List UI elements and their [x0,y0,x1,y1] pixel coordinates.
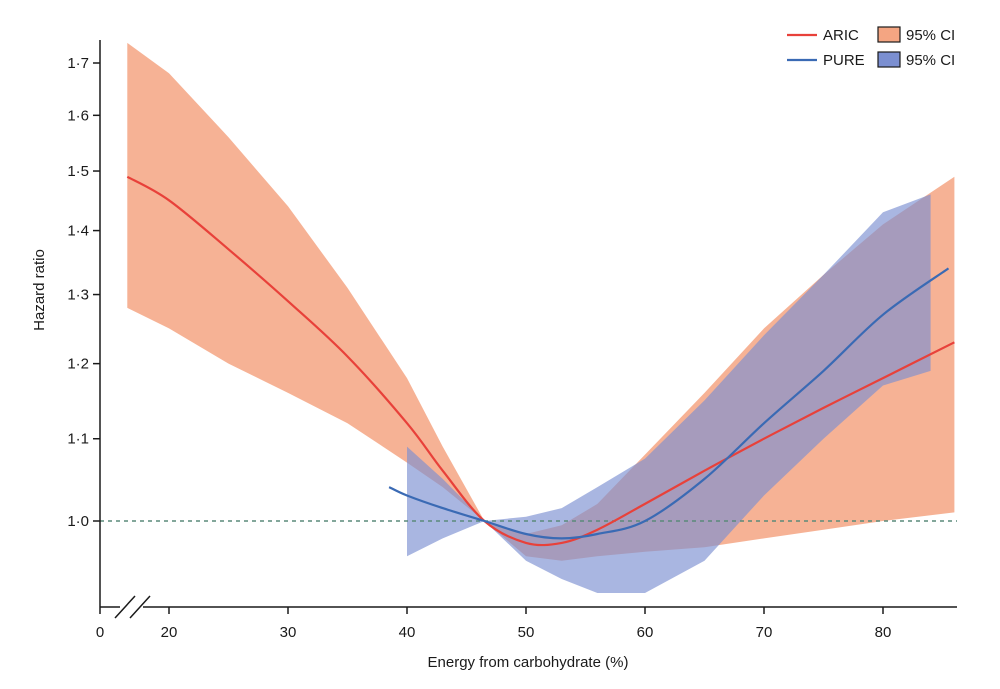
x-tick-label: 30 [280,624,297,641]
y-tick-label: 1·1 [67,431,89,448]
x-tick-label: 20 [161,624,178,641]
legend-swatch-pure-ci [877,51,901,68]
x-tick-label: 80 [875,624,892,641]
legend-label-aric-ci: 95% CI [906,27,955,44]
legend-label-pure-ci: 95% CI [906,52,955,69]
x-tick-label: 70 [756,624,773,641]
y-tick-label: 1·0 [67,513,89,530]
y-tick-label: 1·5 [67,163,89,180]
ci-band-pure [407,194,931,593]
legend-label-aric: ARIC [823,27,859,44]
y-tick-label: 1·6 [67,107,89,124]
legend: ARIC 95% CI PURE 95% CI [787,26,955,69]
legend-swatch-aric-ci [877,26,901,43]
series-lines [126,175,955,547]
series-line-aric [126,175,955,547]
x-axis-title: Energy from carbohydrate (%) [428,654,629,671]
y-tick-label: 1·4 [67,223,89,240]
x-tick-label: 60 [637,624,654,641]
axes: 0 20 30 40 50 60 70 80 1·0 1·1 1·2 1·3 1·4 1·5 1·6 1·7 [67,40,957,641]
axis-break-mark [114,595,136,619]
legend-label-pure: PURE [823,52,865,69]
series-line-pure [388,267,950,540]
y-tick-label: 1·3 [67,287,89,304]
x-tick-label: 50 [518,624,535,641]
x-tick-label: 0 [96,624,104,641]
x-tick-label: 40 [399,624,416,641]
y-axis-title: Hazard ratio [31,249,48,331]
y-tick-label: 1·2 [67,356,89,373]
confidence-bands [127,42,955,593]
y-tick-label: 1·7 [67,55,89,72]
axis-break-mark [129,595,151,619]
